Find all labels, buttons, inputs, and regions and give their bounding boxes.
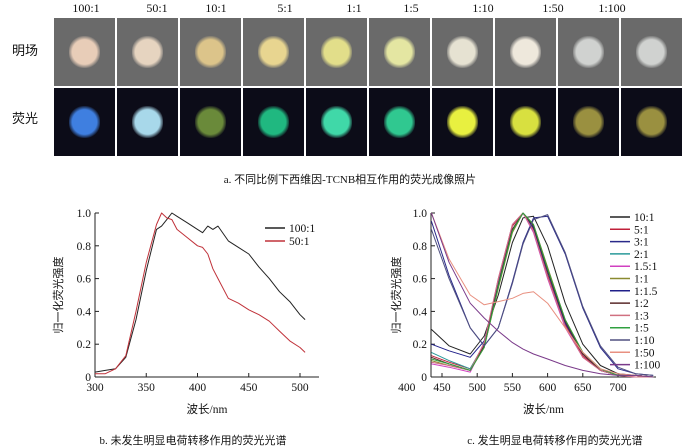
y-tick-label: 0.8	[77, 241, 92, 253]
legend-label: 1:2	[634, 298, 649, 310]
legend-label: 1:1	[634, 274, 649, 286]
caption-c: c. 发生明显电荷转移作用的荧光光谱	[467, 435, 643, 447]
x-tick-label: 400	[398, 382, 416, 394]
legend-label: 1:50	[634, 347, 655, 359]
y-axis-label: 归一化荧光强度	[51, 257, 65, 334]
x-axis-label: 波长/nm	[187, 403, 228, 416]
ratio-label: 1:5	[403, 1, 419, 15]
ratio-label: 10:1	[205, 1, 227, 15]
y-tick-label: 0.2	[77, 339, 92, 351]
x-tick-label: 450	[240, 382, 258, 394]
y-tick-label: 0.8	[413, 241, 428, 253]
series-line-1-100	[430, 212, 654, 378]
x-tick-label: 500	[291, 382, 309, 394]
y-tick-label: 0.2	[413, 339, 428, 351]
fluorescence-photo	[621, 88, 682, 156]
series-line-100-1	[94, 212, 306, 373]
y-tick-label: 0.6	[77, 274, 92, 286]
y-tick-label: 0.4	[413, 306, 428, 318]
legend-label: 10:1	[634, 212, 655, 224]
legend-label: 1:5	[634, 323, 649, 335]
fluorescence-photo	[180, 88, 241, 156]
y-tick-label: 0.6	[413, 274, 428, 286]
bright-field-photo	[558, 18, 619, 86]
series-line-1-50	[430, 212, 654, 378]
legend-label: 50:1	[289, 236, 310, 248]
legend-label: 1:1.5	[634, 286, 658, 298]
x-tick-label: 400	[189, 382, 207, 394]
legend-label: 1:10	[634, 335, 655, 347]
fluorescence-photo	[495, 88, 556, 156]
fluorescence-photo	[432, 88, 493, 156]
ratio-label: 1:1	[346, 1, 362, 15]
legend-label: 100:1	[289, 223, 315, 235]
legend-label: 5:1	[634, 224, 649, 236]
fluorescence-photo	[243, 88, 304, 156]
x-tick-label: 500	[469, 382, 487, 394]
bright-field-photo	[306, 18, 367, 86]
ratio-label: 50:1	[146, 1, 168, 15]
x-tick-label: 550	[504, 382, 522, 394]
row-label-fluorescence: 荧光	[12, 112, 39, 127]
fluorescence-photo	[54, 88, 115, 156]
bright-field-photo	[180, 18, 241, 86]
y-tick-label: 0	[85, 372, 91, 384]
x-tick-label: 600	[539, 382, 557, 394]
bright-field-photo	[243, 18, 304, 86]
series-line-1-10	[430, 214, 654, 376]
bright-field-photo	[369, 18, 430, 86]
fluorescence-photo	[369, 88, 430, 156]
fluorescence-photo	[306, 88, 367, 156]
legend-label: 1.5:1	[634, 261, 658, 273]
y-tick-label: 0	[421, 372, 427, 384]
legend-label: 1:3	[634, 310, 649, 322]
ratio-label: 5:1	[277, 1, 293, 15]
y-tick-label: 1.0	[77, 208, 92, 220]
bright-field-photo	[432, 18, 493, 86]
legend-label: 3:1	[634, 237, 649, 249]
ratio-label: 1:100	[598, 1, 626, 15]
bright-field-photo	[621, 18, 682, 86]
series-line-10-1	[431, 215, 654, 378]
y-axis-label: 归一化荧光强度	[389, 257, 403, 334]
caption-a: a. 不同比例下西维因-TCNB相互作用的荧光成像照片	[223, 174, 477, 186]
legend-label: 2:1	[634, 249, 649, 261]
x-tick-label: 450	[433, 382, 451, 394]
x-tick-label: 300	[86, 382, 104, 394]
ratio-label: 1:50	[542, 1, 564, 15]
y-tick-label: 1.0	[413, 208, 428, 220]
series-line-1-5	[431, 212, 654, 378]
legend-label: 1:100	[634, 360, 660, 372]
ratio-label: 1:10	[472, 1, 494, 15]
x-tick-label: 350	[138, 382, 156, 394]
bright-field-photo	[495, 18, 556, 86]
y-tick-label: 0.4	[77, 306, 92, 318]
bright-field-photo	[54, 18, 115, 86]
x-axis-label: 波长/nm	[523, 403, 564, 416]
series-line-50-1	[95, 212, 306, 375]
caption-b: b. 未发生明显电荷转移作用的荧光光谱	[99, 435, 287, 447]
bright-field-photo	[117, 18, 178, 86]
fluorescence-photo	[558, 88, 619, 156]
fluorescence-photo	[117, 88, 178, 156]
x-tick-label: 700	[609, 382, 627, 394]
ratio-label: 100:1	[72, 1, 100, 15]
x-tick-label: 650	[574, 382, 592, 394]
row-label-bright-field: 明场	[12, 44, 39, 59]
